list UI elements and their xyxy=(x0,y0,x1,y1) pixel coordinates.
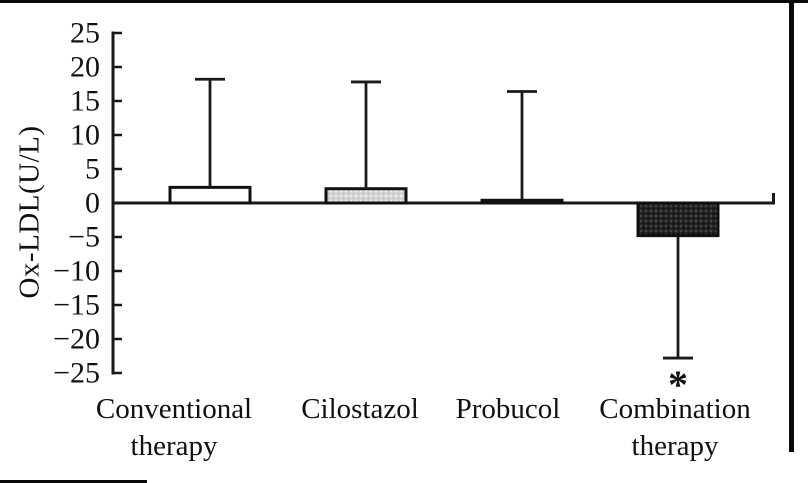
y-tick-label: 15 xyxy=(70,85,100,118)
y-tick-label: −5 xyxy=(68,221,100,254)
y-tick-label: 25 xyxy=(70,17,100,50)
y-axis-title: Ox-LDL(U/L) xyxy=(13,125,46,299)
bar-combination-therapy xyxy=(636,201,720,238)
scan-border-right xyxy=(789,0,794,452)
category-label-conventional-therapy: therapy xyxy=(131,430,218,462)
category-label-cilostazol: Cilostazol xyxy=(301,393,419,425)
scan-border-bottom-left xyxy=(0,480,147,483)
y-tick-label: −25 xyxy=(53,357,100,390)
y-tick-label: 10 xyxy=(70,119,100,152)
y-tick-label: 20 xyxy=(70,51,100,84)
category-label-probucol: Probucol xyxy=(456,393,561,425)
y-tick-label: −10 xyxy=(53,255,100,288)
bars xyxy=(168,185,720,238)
significance-asterisk: * xyxy=(668,362,688,407)
y-tick-label: 5 xyxy=(85,153,100,186)
bar-probucol xyxy=(480,198,564,205)
bar-cilostazol xyxy=(324,187,408,205)
bar-conventional-therapy xyxy=(168,185,252,205)
category-label-combination-therapy: Combination xyxy=(599,393,751,425)
scan-border-top xyxy=(0,0,808,3)
error-bars xyxy=(195,77,693,360)
y-tick-label: −15 xyxy=(53,289,100,322)
y-tick-label: −20 xyxy=(53,323,100,356)
category-label-combination-therapy: therapy xyxy=(632,430,719,462)
y-tick-label: 0 xyxy=(85,187,100,220)
category-label-conventional-therapy: Conventional xyxy=(96,393,252,425)
